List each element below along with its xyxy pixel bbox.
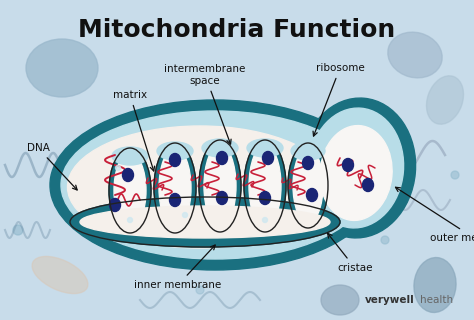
Ellipse shape [302, 156, 313, 170]
Text: DNA: DNA [27, 143, 77, 190]
Ellipse shape [263, 151, 273, 164]
Ellipse shape [67, 126, 332, 248]
Ellipse shape [451, 171, 459, 179]
Ellipse shape [109, 148, 151, 233]
Ellipse shape [202, 139, 238, 157]
Text: verywell: verywell [365, 295, 415, 305]
Ellipse shape [122, 169, 134, 181]
Ellipse shape [199, 140, 241, 232]
Ellipse shape [170, 154, 181, 166]
Ellipse shape [128, 218, 133, 222]
Ellipse shape [321, 285, 359, 315]
Ellipse shape [196, 286, 204, 294]
Ellipse shape [249, 145, 281, 227]
Text: health: health [420, 295, 453, 305]
Text: ribosome: ribosome [313, 63, 365, 136]
Text: cristae: cristae [328, 233, 373, 273]
Ellipse shape [217, 191, 228, 204]
Ellipse shape [317, 132, 395, 188]
Ellipse shape [381, 236, 389, 244]
Ellipse shape [157, 142, 193, 160]
Ellipse shape [320, 125, 392, 220]
Ellipse shape [13, 225, 23, 235]
Ellipse shape [51, 191, 59, 199]
Ellipse shape [114, 153, 146, 228]
Ellipse shape [259, 191, 271, 204]
Ellipse shape [80, 206, 330, 238]
Text: matrix: matrix [113, 90, 155, 171]
Text: intermembrane
space: intermembrane space [164, 64, 246, 144]
Ellipse shape [427, 76, 464, 124]
Ellipse shape [244, 140, 286, 232]
Ellipse shape [414, 258, 456, 312]
Ellipse shape [70, 197, 340, 247]
Text: inner membrane: inner membrane [134, 245, 222, 290]
Ellipse shape [116, 165, 120, 171]
Ellipse shape [32, 256, 88, 293]
Ellipse shape [363, 179, 374, 191]
Ellipse shape [247, 139, 283, 157]
Ellipse shape [388, 32, 442, 78]
Ellipse shape [170, 194, 181, 206]
Ellipse shape [263, 218, 267, 222]
Ellipse shape [288, 143, 328, 228]
Text: outer membrane: outer membrane [395, 187, 474, 243]
Ellipse shape [343, 158, 354, 172]
Ellipse shape [291, 142, 325, 160]
Ellipse shape [293, 148, 323, 223]
Ellipse shape [26, 39, 98, 97]
Text: Mitochondria Function: Mitochondria Function [78, 18, 396, 42]
Ellipse shape [204, 145, 236, 227]
Ellipse shape [112, 147, 148, 165]
Ellipse shape [217, 151, 228, 164]
Ellipse shape [159, 148, 191, 228]
Ellipse shape [109, 198, 120, 212]
Ellipse shape [61, 111, 369, 259]
Ellipse shape [182, 212, 188, 218]
Ellipse shape [307, 188, 318, 202]
Ellipse shape [154, 143, 196, 233]
Ellipse shape [301, 98, 416, 238]
Ellipse shape [50, 100, 380, 270]
Ellipse shape [309, 108, 403, 228]
